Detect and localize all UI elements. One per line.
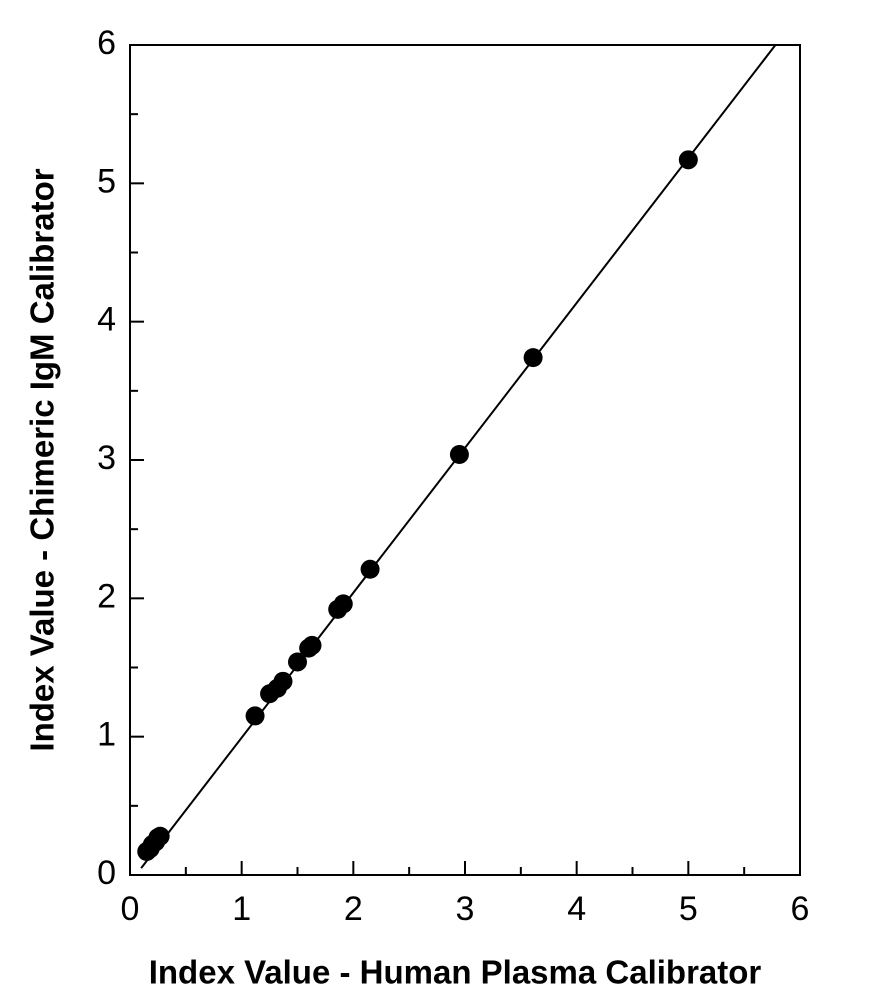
y-tick-label: 5 [97,162,116,200]
x-tick-label: 3 [456,890,475,928]
y-tick-label: 2 [97,577,116,615]
y-tick-label: 1 [97,716,116,754]
x-tick-label: 4 [567,890,586,928]
data-point [360,559,380,579]
data-point [678,150,698,170]
data-point [449,444,469,464]
data-point [150,826,170,846]
y-tick-label: 6 [97,24,116,62]
x-tick-label: 0 [121,890,140,928]
data-point [288,652,307,672]
y-tick-label: 4 [97,301,116,339]
data-point [302,635,322,655]
data-point [333,594,353,614]
x-axis-title: Index Value - Human Plasma Calibrator [149,954,762,991]
x-tick-label: 1 [232,890,251,928]
x-tick-label: 2 [344,890,363,928]
data-point [273,671,293,691]
y-axis-title: Index Value - Chimeric IgM Calibrator [24,168,61,751]
x-tick-label: 6 [791,890,810,928]
data-point [523,348,543,368]
y-tick-label: 0 [97,854,116,892]
y-tick-label: 3 [97,439,116,477]
data-point [245,706,265,726]
x-tick-label: 5 [679,890,698,928]
